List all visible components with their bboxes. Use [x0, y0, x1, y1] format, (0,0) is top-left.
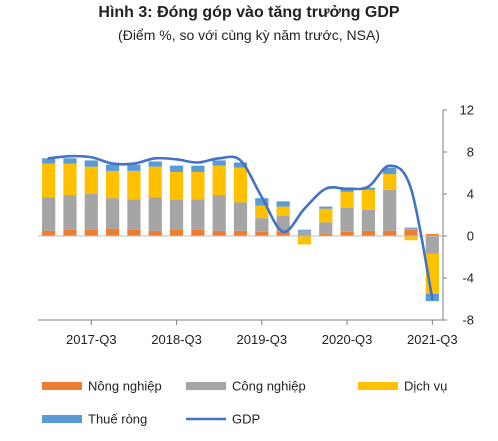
bar-dich_vu-2017-Q4: [106, 170, 120, 199]
bar-dich_vu-2019-Q2: [233, 167, 248, 203]
bar-cong_nghiep-2018-Q3: [169, 199, 184, 230]
bar-nong_nghiep-2017-Q3: [84, 229, 98, 236]
bar-thue_rong-2019-Q1: [212, 160, 226, 166]
bar-dich_vu-2017-Q1: [42, 163, 56, 198]
bar-thue_rong-2020-Q1: [297, 229, 312, 231]
bar-dich_vu-2018-Q2: [148, 166, 162, 198]
bar-thue_rong-2018-Q4: [191, 165, 205, 172]
legend-swatch-dich_vu: [358, 382, 398, 390]
chart-title: Hình 3: Đóng góp vào tăng trưởng GDP: [98, 4, 400, 21]
bar-cong_nghiep-2020-Q1: [297, 230, 312, 235]
bar-dich_vu-2019-Q4: [276, 206, 290, 217]
legend-swatch-cong_nghiep: [186, 382, 226, 390]
bar-nong_nghiep-2018-Q4: [191, 229, 205, 236]
y-tick-label-4: 4: [467, 187, 474, 202]
bar-cong_nghiep-2020-Q2: [319, 222, 333, 234]
y-tick-label-12: 12: [460, 103, 474, 118]
bar-nong_nghiep-2019-Q2: [233, 230, 248, 236]
bar-cong_nghiep-2021-Q1: [383, 189, 397, 231]
x-tick-label-2017-Q3: 2017-Q3: [66, 332, 117, 347]
bar-dich_vu-2020-Q4: [361, 189, 376, 210]
bar-cong_nghiep-2021-Q2: [404, 228, 418, 230]
bar-nong_nghiep-2020-Q1: [297, 234, 312, 236]
bar-thue_rong-2017-Q3: [84, 160, 98, 167]
bar-nong_nghiep-2018-Q2: [148, 230, 162, 236]
bar-cong_nghiep-2017-Q1: [42, 197, 56, 231]
bar-dich_vu-2021-Q1: [383, 174, 397, 190]
bar-nong_nghiep-2021-Q3: [425, 233, 439, 236]
bar-thue_rong-2018-Q1: [127, 164, 141, 171]
legend-swatch-nong_nghiep: [42, 382, 82, 390]
x-tick-label-2018-Q3: 2018-Q3: [151, 332, 202, 347]
x-tick-label-2020-Q3: 2020-Q3: [322, 332, 373, 347]
bar-nong_nghiep-2020-Q4: [361, 230, 376, 236]
y-tick-label--8: -8: [462, 313, 474, 328]
bar-nong_nghiep-2020-Q3: [340, 231, 354, 236]
bar-thue_rong-2021-Q1: [383, 167, 397, 175]
bar-cong_nghiep-2018-Q1: [127, 199, 141, 230]
bar-nong_nghiep-2017-Q2: [63, 229, 77, 236]
bar-thue_rong-2019-Q2: [233, 162, 248, 168]
bar-dich_vu-2017-Q3: [84, 166, 98, 194]
bar-cong_nghiep-2019-Q3: [255, 218, 269, 232]
bar-dich_vu-2020-Q3: [340, 191, 354, 208]
bar-dich_vu-2020-Q1: [297, 236, 312, 245]
bar-cong_nghiep-2017-Q3: [84, 194, 98, 230]
bar-thue_rong-2021-Q2: [404, 227, 418, 229]
bar-nong_nghiep-2020-Q2: [319, 233, 333, 236]
bar-dich_vu-2018-Q4: [191, 171, 205, 200]
bar-cong_nghiep-2017-Q2: [63, 195, 77, 230]
legend-label-dich_vu: Dịch vụ: [404, 379, 447, 394]
bar-nong_nghiep-2019-Q3: [255, 231, 269, 236]
bar-nong_nghiep-2019-Q4: [276, 231, 290, 236]
bar-thue_rong-2020-Q4: [361, 187, 376, 190]
y-tick-label-0: 0: [467, 229, 474, 244]
bar-nong_nghiep-2018-Q1: [127, 229, 141, 236]
bar-cong_nghiep-2021-Q3: [425, 236, 439, 254]
bar-thue_rong-2017-Q2: [63, 158, 77, 164]
bar-nong_nghiep-2017-Q4: [106, 228, 120, 236]
bar-dich_vu-2017-Q2: [63, 163, 77, 196]
bar-cong_nghiep-2018-Q2: [148, 197, 162, 231]
bar-nong_nghiep-2017-Q1: [42, 230, 56, 236]
bar-dich_vu-2019-Q3: [255, 205, 269, 219]
bar-dich_vu-2019-Q1: [212, 165, 226, 196]
bar-nong_nghiep-2021-Q1: [383, 230, 397, 236]
bar-dich_vu-2018-Q3: [169, 171, 184, 200]
legend-label-thue_rong: Thuế ròng: [88, 412, 147, 427]
bar-dich_vu-2020-Q2: [319, 208, 333, 223]
bar-cong_nghiep-2017-Q4: [106, 198, 120, 229]
bar-thue_rong-2018-Q2: [148, 161, 162, 167]
y-tick-label-8: 8: [467, 145, 474, 160]
bar-thue_rong-2017-Q4: [106, 164, 120, 171]
bar-cong_nghiep-2018-Q4: [191, 199, 205, 230]
x-tick-label-2021-Q3: 2021-Q3: [407, 332, 458, 347]
bar-thue_rong-2020-Q2: [319, 206, 333, 209]
x-tick-label-2019-Q3: 2019-Q3: [237, 332, 288, 347]
bar-cong_nghiep-2019-Q2: [233, 202, 248, 231]
chart-subtitle: (Điểm %, so với cùng kỳ năm trước, NSA): [118, 27, 380, 43]
bar-dich_vu-2018-Q1: [127, 170, 141, 200]
bar-nong_nghiep-2019-Q1: [212, 230, 226, 236]
bar-thue_rong-2018-Q3: [169, 165, 184, 172]
bar-cong_nghiep-2020-Q4: [361, 209, 376, 231]
bar-nong_nghiep-2018-Q3: [169, 229, 184, 236]
bar-thue_rong-2017-Q1: [42, 158, 56, 164]
legend-swatch-thue_rong: [42, 415, 82, 423]
bar-nong_nghiep-2021-Q2: [404, 229, 418, 236]
bar-dich_vu-2021-Q2: [404, 236, 418, 241]
y-tick-label--4: -4: [462, 271, 474, 286]
gdp-line: [47, 154, 434, 301]
bar-cong_nghiep-2019-Q1: [212, 195, 226, 231]
bar-cong_nghiep-2020-Q3: [340, 207, 354, 232]
legend-label-gdp: GDP: [232, 412, 260, 427]
bar-thue_rong-2019-Q4: [276, 201, 290, 207]
legend-label-nong_nghiep: Nông nghiệp: [88, 379, 162, 394]
legend-label-cong_nghiep: Công nghiệp: [232, 379, 306, 394]
bar-thue_rong-2020-Q3: [340, 188, 354, 192]
bar-thue_rong-2019-Q3: [255, 198, 269, 206]
